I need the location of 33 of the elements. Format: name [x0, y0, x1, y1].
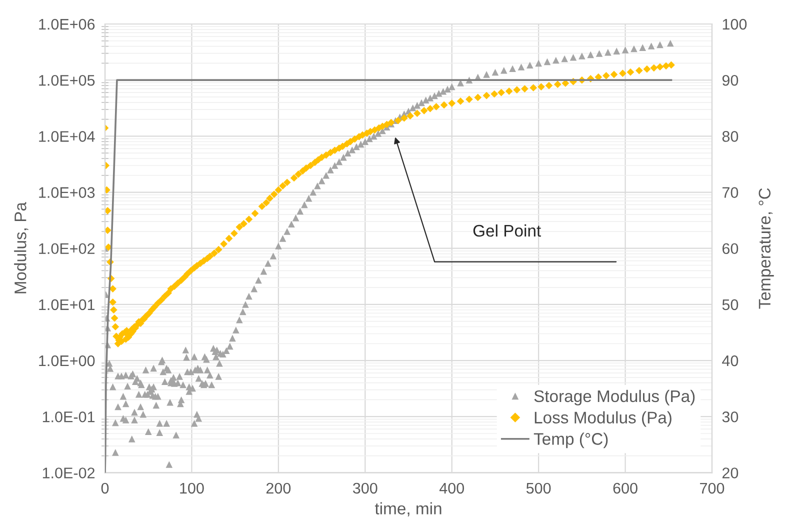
y-tick-label: 1.0E-01: [42, 411, 95, 422]
x-axis-title: time, min: [374, 502, 442, 516]
y2-tick-label: 70: [722, 187, 738, 198]
x-tick-label: 400: [439, 482, 464, 494]
y-tick-label: 1.0E+01: [39, 299, 95, 310]
y2-tick-label: 40: [722, 355, 738, 366]
y-tick-label: 1.0E+04: [39, 131, 95, 142]
y-axis-title: Modulus, Pa: [14, 202, 28, 294]
x-tick-label: 500: [526, 482, 551, 494]
y-tick-label: 1.0E+03: [39, 187, 95, 198]
annotation: Gel Point: [473, 224, 541, 237]
x-tick-label: 0: [101, 482, 109, 494]
y2-tick-label: 100: [722, 18, 747, 30]
y-tick-label: 1.0E+06: [39, 18, 95, 30]
y-tick-label: 1.0E+02: [39, 243, 95, 254]
y-tick-label: 1.0E+05: [39, 74, 95, 86]
legend-label: Temp (°C): [534, 432, 608, 448]
x-tick-label: 700: [700, 482, 724, 494]
legend-label: Loss Modulus (Pa): [534, 411, 672, 427]
y2-tick-label: 60: [722, 243, 738, 254]
y-tick-label: 1.0E-02: [42, 468, 95, 478]
y2-tick-label: 80: [722, 131, 738, 142]
y2-tick-label: 30: [722, 411, 738, 422]
y2-tick-label: 20: [722, 468, 738, 478]
y2-axis-title: Temperature, °C: [758, 188, 774, 309]
x-tick-label: 100: [180, 482, 204, 494]
y-tick-label: 1.0E+00: [39, 355, 95, 366]
x-tick-label: 600: [613, 482, 638, 494]
legend-label: Storage Modulus (Pa): [534, 390, 695, 406]
y2-tick-label: 90: [722, 74, 738, 86]
y2-tick-label: 50: [722, 299, 738, 310]
x-tick-label: 300: [352, 482, 378, 494]
x-tick-label: 200: [266, 482, 291, 494]
